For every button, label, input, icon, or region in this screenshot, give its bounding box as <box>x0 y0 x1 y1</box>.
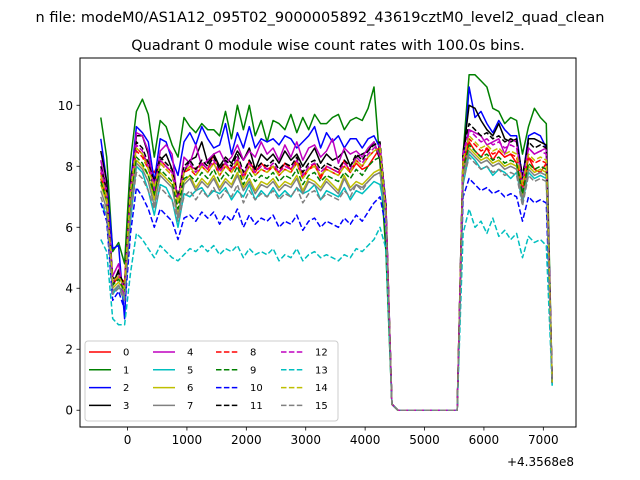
legend-label-13: 13 <box>315 365 328 376</box>
legend-label-8: 8 <box>250 348 256 359</box>
legend-label-14: 14 <box>315 383 328 394</box>
legend-label-5: 5 <box>187 365 193 376</box>
x-axis: 0 1000 2000 3000 4000 5000 6000 7000 <box>124 427 559 447</box>
y-tick-label: 8 <box>65 160 73 174</box>
y-tick-label: 0 <box>65 404 73 418</box>
legend-label-11: 11 <box>250 401 263 412</box>
x-tick-label: 3000 <box>290 433 321 447</box>
series-layer <box>100 74 553 411</box>
legend-label-9: 9 <box>250 365 256 376</box>
legend-label-10: 10 <box>250 383 263 394</box>
legend-label-12: 12 <box>315 348 328 359</box>
legend-label-2: 2 <box>123 383 129 394</box>
legend-label-6: 6 <box>187 383 193 394</box>
series-line-15 <box>100 156 553 411</box>
figure-suptitle: n file: modeM0/AS1A12_095T02_9000005892_… <box>36 10 605 26</box>
x-tick-label: 7000 <box>528 433 559 447</box>
legend-box <box>84 340 339 422</box>
y-tick-label: 6 <box>65 221 73 235</box>
series-line-10 <box>100 177 553 411</box>
y-tick-label: 2 <box>65 343 73 357</box>
series-line-13 <box>100 208 553 411</box>
series-line-2 <box>100 86 553 411</box>
x-tick-label: 2000 <box>231 433 262 447</box>
x-tick-label: 1000 <box>172 433 203 447</box>
series-line-1 <box>100 74 553 411</box>
x-offset-label: +4.3568e8 <box>507 455 574 469</box>
series-line-7 <box>100 150 553 411</box>
legend-label-7: 7 <box>187 401 193 412</box>
y-tick-label: 4 <box>65 282 73 296</box>
y-axis: 0 2 4 6 8 10 <box>58 99 80 418</box>
legend-label-1: 1 <box>123 365 129 376</box>
chart-title: Quadrant 0 module wise count rates with … <box>131 38 525 54</box>
series-line-14 <box>100 135 553 411</box>
legend-label-0: 0 <box>123 348 129 359</box>
y-tick-label: 10 <box>58 99 73 113</box>
series-line-5 <box>100 153 553 411</box>
x-tick-label: 4000 <box>350 433 381 447</box>
series-line-9 <box>100 144 553 411</box>
legend-label-15: 15 <box>315 401 328 412</box>
legend-label-4: 4 <box>187 348 193 359</box>
axes-frame <box>79 57 577 428</box>
x-tick-label: 0 <box>124 433 132 447</box>
legend-label-3: 3 <box>123 401 129 412</box>
x-tick-label: 5000 <box>409 433 440 447</box>
x-tick-label: 6000 <box>469 433 500 447</box>
